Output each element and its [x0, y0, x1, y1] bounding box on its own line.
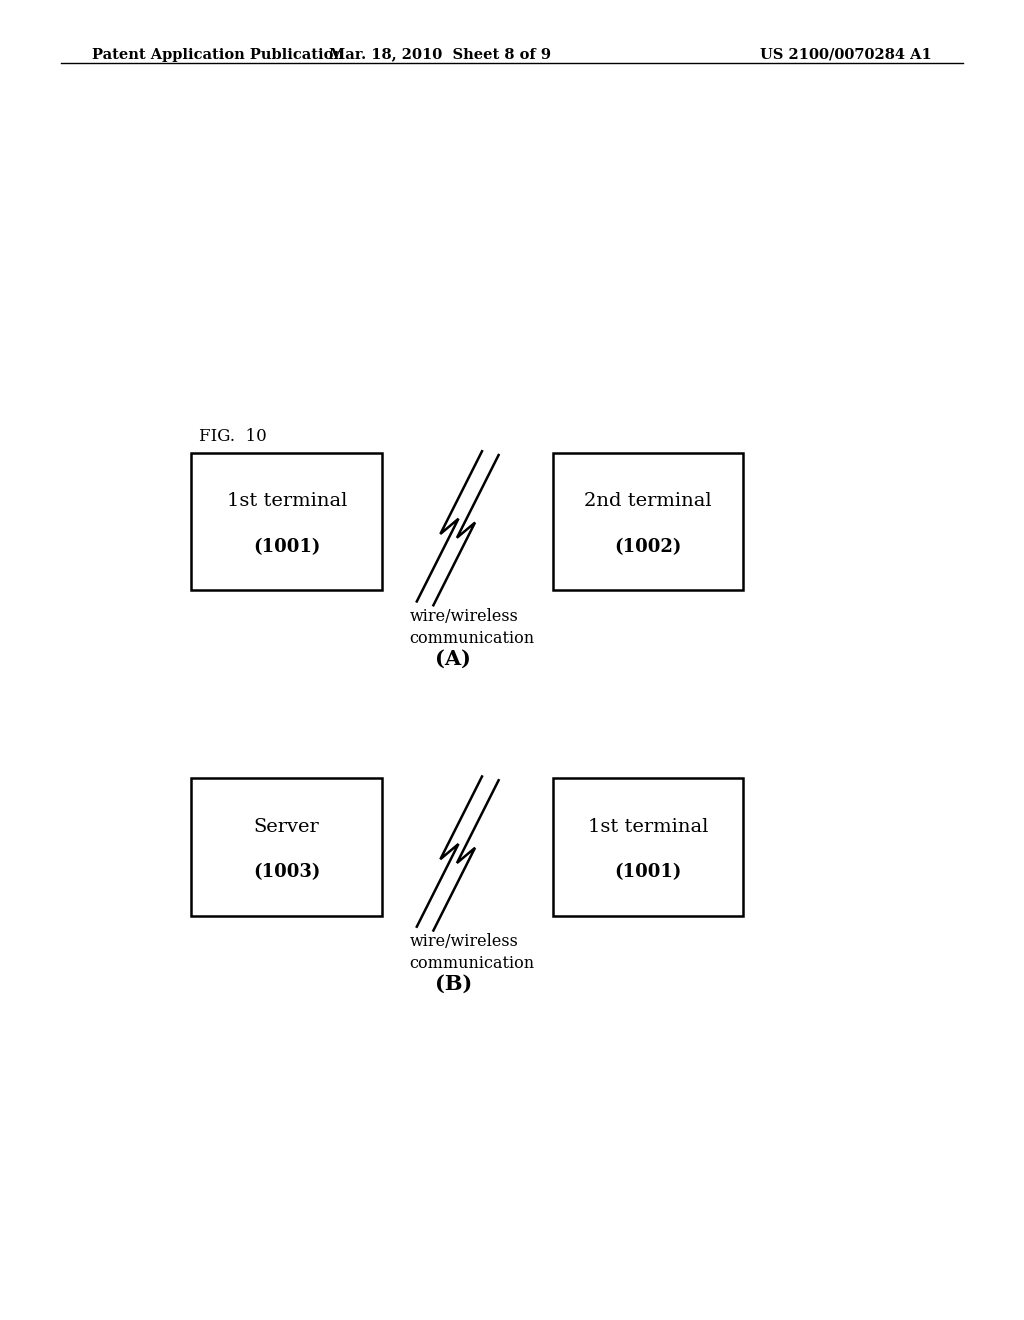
- Text: (1002): (1002): [614, 539, 682, 556]
- Text: (1003): (1003): [253, 863, 321, 882]
- Text: (B): (B): [435, 974, 472, 994]
- FancyBboxPatch shape: [553, 779, 743, 916]
- Text: 2nd terminal: 2nd terminal: [584, 492, 712, 511]
- Text: wire/wireless
communication: wire/wireless communication: [410, 933, 535, 972]
- Text: Patent Application Publication: Patent Application Publication: [92, 48, 344, 62]
- FancyBboxPatch shape: [191, 779, 382, 916]
- Text: (A): (A): [435, 648, 471, 668]
- Text: FIG.  10: FIG. 10: [200, 428, 267, 445]
- Text: (1001): (1001): [614, 863, 682, 882]
- Text: 1st terminal: 1st terminal: [588, 817, 708, 836]
- FancyBboxPatch shape: [553, 453, 743, 590]
- Text: US 2100/0070284 A1: US 2100/0070284 A1: [760, 48, 932, 62]
- FancyBboxPatch shape: [191, 453, 382, 590]
- Text: Server: Server: [254, 817, 319, 836]
- Text: Mar. 18, 2010  Sheet 8 of 9: Mar. 18, 2010 Sheet 8 of 9: [330, 48, 551, 62]
- Text: (1001): (1001): [253, 539, 321, 556]
- Text: wire/wireless
communication: wire/wireless communication: [410, 607, 535, 647]
- Text: 1st terminal: 1st terminal: [226, 492, 347, 511]
